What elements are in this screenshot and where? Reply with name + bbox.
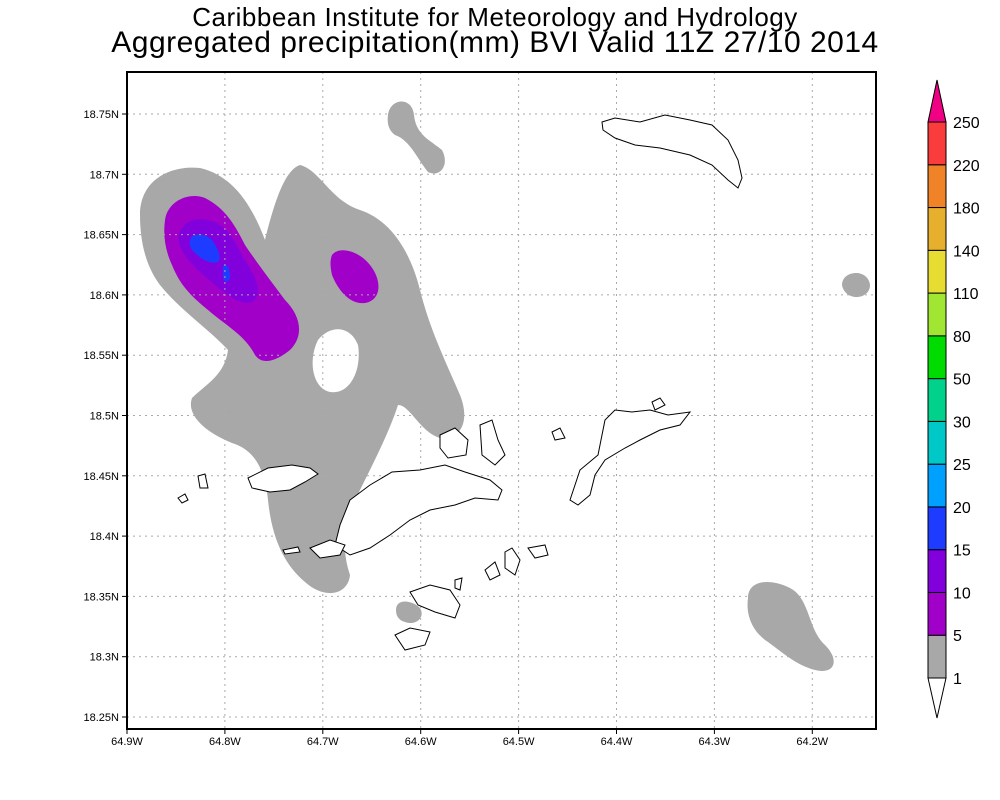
island-virgin-gorda bbox=[569, 409, 692, 506]
island-fallen-jerusalem bbox=[527, 544, 549, 559]
colorbar-over-arrow bbox=[927, 79, 947, 123]
institute-title: Caribbean Institute for Meteorology and … bbox=[192, 2, 798, 32]
colorbar-label: 25 bbox=[953, 457, 971, 474]
colorbar-label: 15 bbox=[953, 543, 971, 560]
island-peter bbox=[394, 627, 431, 651]
island-st-thomas-east bbox=[247, 464, 319, 493]
precip-area-1-5mm-southeast bbox=[747, 582, 834, 671]
grid-lines bbox=[127, 72, 876, 729]
island-ginger bbox=[504, 547, 521, 576]
colorbar-label: 30 bbox=[953, 414, 971, 431]
island-small-4 bbox=[551, 427, 566, 441]
colorbar-label: 220 bbox=[953, 158, 980, 175]
colorbar-label: 140 bbox=[953, 243, 980, 260]
island-small-2 bbox=[197, 473, 209, 489]
x-tick-label: 64.2W bbox=[796, 736, 828, 748]
colorbar-segment bbox=[927, 463, 947, 508]
x-tick-label: 64.5W bbox=[503, 736, 535, 748]
y-tick-label: 18.55N bbox=[84, 350, 120, 362]
y-tick-label: 18.65N bbox=[84, 230, 120, 242]
colorbar-label: 180 bbox=[953, 201, 980, 218]
island-small-3 bbox=[282, 546, 301, 555]
islands bbox=[177, 114, 743, 651]
island-guana bbox=[479, 419, 506, 466]
y-tick-label: 18.5N bbox=[90, 411, 119, 423]
precip-area-1-5mm-north bbox=[387, 101, 445, 174]
y-tick-label: 18.3N bbox=[90, 652, 119, 664]
colorbar-label: 250 bbox=[953, 115, 980, 132]
colorbar-segment bbox=[927, 634, 947, 679]
island-tortola bbox=[334, 464, 503, 556]
colorbar-segment bbox=[927, 335, 947, 380]
colorbar-label: 80 bbox=[953, 329, 971, 346]
y-tick-label: 18.75N bbox=[84, 109, 120, 121]
colorbar-segment bbox=[927, 207, 947, 251]
colorbar-label: 1 bbox=[953, 671, 962, 688]
y-tick-label: 18.4N bbox=[90, 531, 119, 543]
colorbar-under-arrow bbox=[927, 677, 947, 719]
plot-frame bbox=[126, 71, 877, 730]
colorbar-segment bbox=[927, 549, 947, 593]
colorbar-segment bbox=[927, 121, 947, 166]
x-tick-label: 64.3W bbox=[699, 736, 731, 748]
map-title: Aggregated precipitation(mm) BVI Valid 1… bbox=[111, 26, 879, 59]
colorbar-segment bbox=[927, 506, 947, 551]
x-tick-label: 64.8W bbox=[209, 736, 241, 748]
x-tick-label: 64.9W bbox=[111, 736, 143, 748]
colorbar-segment bbox=[927, 292, 947, 337]
x-tick-label: 64.7W bbox=[307, 736, 339, 748]
island-cooper bbox=[484, 561, 501, 581]
precip-area-1-5mm-south bbox=[396, 601, 422, 624]
colorbar-segment bbox=[927, 420, 947, 465]
colorbar-label: 20 bbox=[953, 500, 971, 517]
island-necker bbox=[651, 397, 666, 411]
island-small-5 bbox=[454, 577, 463, 591]
y-tick-label: 18.6N bbox=[90, 290, 119, 302]
colorbar-segment bbox=[927, 164, 947, 209]
x-tick-label: 64.6W bbox=[405, 736, 437, 748]
precip-field bbox=[140, 101, 870, 671]
y-tick-label: 18.7N bbox=[90, 169, 119, 181]
x-axis: 64.9W 64.8W 64.7W 64.6W 64.5W 64.4W 64.3W 64.2W bbox=[111, 729, 829, 748]
y-axis: 18.75N 18.7N 18.65N 18.6N 18.55N 18.5N 18.45N 1… bbox=[84, 109, 127, 724]
precip-area-5-10mm-east bbox=[330, 250, 379, 304]
colorbar-label: 5 bbox=[953, 628, 962, 645]
colorbar-segment bbox=[927, 249, 947, 294]
colorbar-label: 10 bbox=[953, 585, 971, 602]
x-tick-label: 64.4W bbox=[601, 736, 633, 748]
colorbar-label: 110 bbox=[953, 286, 979, 303]
island-norman bbox=[409, 584, 461, 619]
colorbar-segment bbox=[927, 591, 947, 636]
colorbar-segment bbox=[927, 378, 947, 422]
island-jost-van-dyke bbox=[439, 427, 469, 459]
y-tick-label: 18.45N bbox=[84, 471, 120, 483]
precip-area-15-20mm bbox=[189, 234, 230, 282]
island-small-west bbox=[177, 493, 189, 504]
colorbar-label: 50 bbox=[953, 372, 971, 389]
y-tick-label: 18.35N bbox=[84, 591, 120, 603]
precip-area-1-5mm-east bbox=[842, 272, 870, 298]
island-st-john-west bbox=[309, 539, 346, 559]
y-tick-label: 18.25N bbox=[84, 712, 120, 724]
island-anegada bbox=[601, 114, 743, 189]
